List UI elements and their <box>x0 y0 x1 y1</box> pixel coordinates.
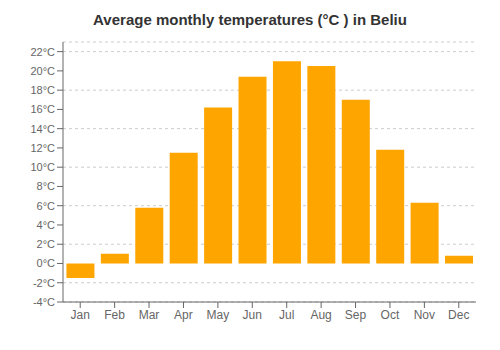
svg-text:0°C: 0°C <box>37 257 56 269</box>
svg-text:14°C: 14°C <box>30 123 55 135</box>
svg-text:18°C: 18°C <box>30 84 55 96</box>
svg-text:Aug: Aug <box>310 308 331 322</box>
svg-text:Feb: Feb <box>104 308 125 322</box>
svg-text:8°C: 8°C <box>37 180 56 192</box>
svg-text:May: May <box>207 308 230 322</box>
svg-text:Mar: Mar <box>139 308 160 322</box>
svg-text:10°C: 10°C <box>30 161 55 173</box>
svg-text:Jun: Jun <box>243 308 262 322</box>
svg-text:Dec: Dec <box>448 308 469 322</box>
svg-text:12°C: 12°C <box>30 142 55 154</box>
svg-text:-2°C: -2°C <box>33 277 55 289</box>
html-text:Average monthly temperatures (: Average monthly temperatures (°C ) in Be… <box>93 11 407 28</box>
svg-text:Nov: Nov <box>414 308 435 322</box>
svg-text:4°C: 4°C <box>37 219 56 231</box>
svg-text:20°C: 20°C <box>30 65 55 77</box>
svg-text:Jul: Jul <box>279 308 294 322</box>
svg-text:22°C: 22°C <box>30 46 55 58</box>
svg-text:Jan: Jan <box>71 308 90 322</box>
svg-text:Apr: Apr <box>174 308 193 322</box>
svg-text:6°C: 6°C <box>37 200 56 212</box>
svg-text:Oct: Oct <box>381 308 400 322</box>
svg-text:2°C: 2°C <box>37 238 56 250</box>
svg-text:-4°C: -4°C <box>33 296 55 308</box>
svg-text:Sep: Sep <box>345 308 367 322</box>
svg-text:16°C: 16°C <box>30 103 55 115</box>
